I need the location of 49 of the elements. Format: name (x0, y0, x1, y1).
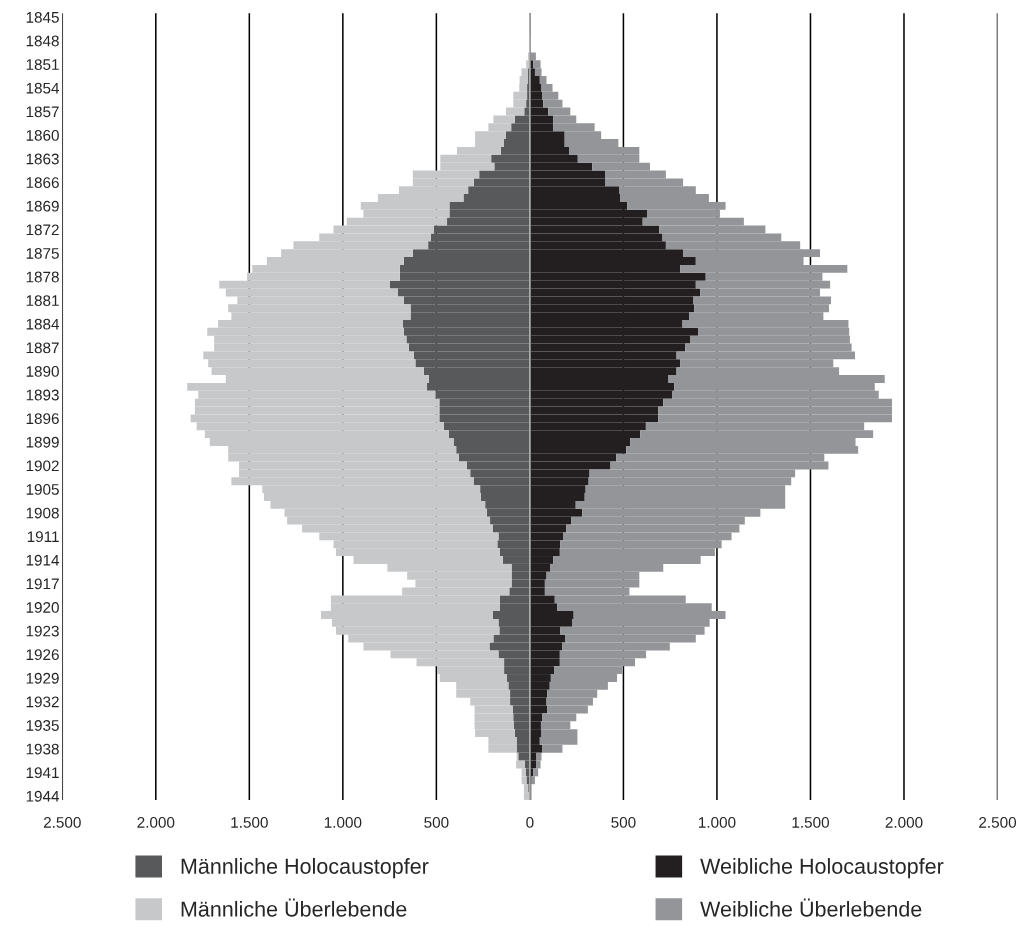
y-tick-label: 1890 (26, 366, 59, 377)
y-tick-label: 1854 (26, 82, 60, 94)
x-tick-label: 500 (611, 817, 636, 828)
y-tick-label: 1896 (26, 413, 59, 425)
x-tick-label: 1.500 (231, 817, 268, 828)
y-tick-label: 1923 (26, 625, 59, 637)
x-tick-label: 1.000 (699, 817, 736, 828)
y-tick-label: 1869 (26, 200, 59, 212)
y-tick-label: 1938 (26, 743, 59, 755)
y-tick-label: 1878 (26, 271, 59, 283)
y-tick-label: 1881 (26, 295, 59, 307)
y-tick-label: 1848 (26, 35, 59, 47)
y-tick-label: 1944 (26, 790, 60, 802)
y-tick-label: 1932 (26, 696, 59, 708)
y-tick-label: 1884 (26, 318, 60, 330)
x-tick-label: 0 (526, 817, 534, 828)
y-tick-label: 1857 (26, 106, 59, 118)
legend-label: Männliche Holocaustopfer (181, 858, 429, 879)
y-tick-label: 1941 (26, 767, 59, 779)
y-tick-label: 1917 (26, 578, 59, 590)
y-tick-label: 1920 (26, 602, 59, 613)
legend-label: Weibliche Überlebende (700, 898, 922, 917)
legend-label: Männliche Überlebende (181, 898, 407, 917)
y-tick-label: 1863 (26, 153, 59, 165)
y-tick-label: 1914 (26, 554, 60, 566)
y-tick-label: 1929 (26, 672, 59, 684)
y-tick-label: 1905 (26, 484, 59, 495)
y-tick-label: 1893 (26, 389, 59, 401)
y-tick-label: 1926 (26, 649, 59, 661)
y-tick-label: 1887 (26, 342, 59, 354)
x-tick-label: 2.500 (43, 817, 81, 828)
y-tick-label: 1902 (26, 460, 59, 472)
y-tick-label: 1872 (26, 224, 59, 236)
y-tick-label: 1899 (26, 436, 59, 448)
x-tick-label: 1.500 (792, 817, 829, 828)
y-tick-label: 1860 (26, 129, 59, 141)
y-tick-label: 1866 (26, 177, 59, 188)
y-tick-label: 1908 (26, 507, 59, 519)
x-tick-label: 1.000 (324, 817, 362, 828)
y-tick-label: 1911 (27, 531, 59, 543)
x-tick-label: 500 (424, 817, 449, 828)
x-tick-label: 2.000 (885, 817, 923, 828)
y-tick-label: 1845 (26, 11, 59, 23)
x-tick-label: 2.000 (137, 817, 175, 828)
x-tick-label: 2.500 (979, 817, 1017, 828)
legend-label: Weibliche Holocaustopfer (700, 858, 944, 879)
y-tick-label: 1851 (26, 59, 59, 70)
y-tick-label: 1875 (26, 248, 59, 259)
y-tick-label: 1935 (26, 720, 59, 731)
